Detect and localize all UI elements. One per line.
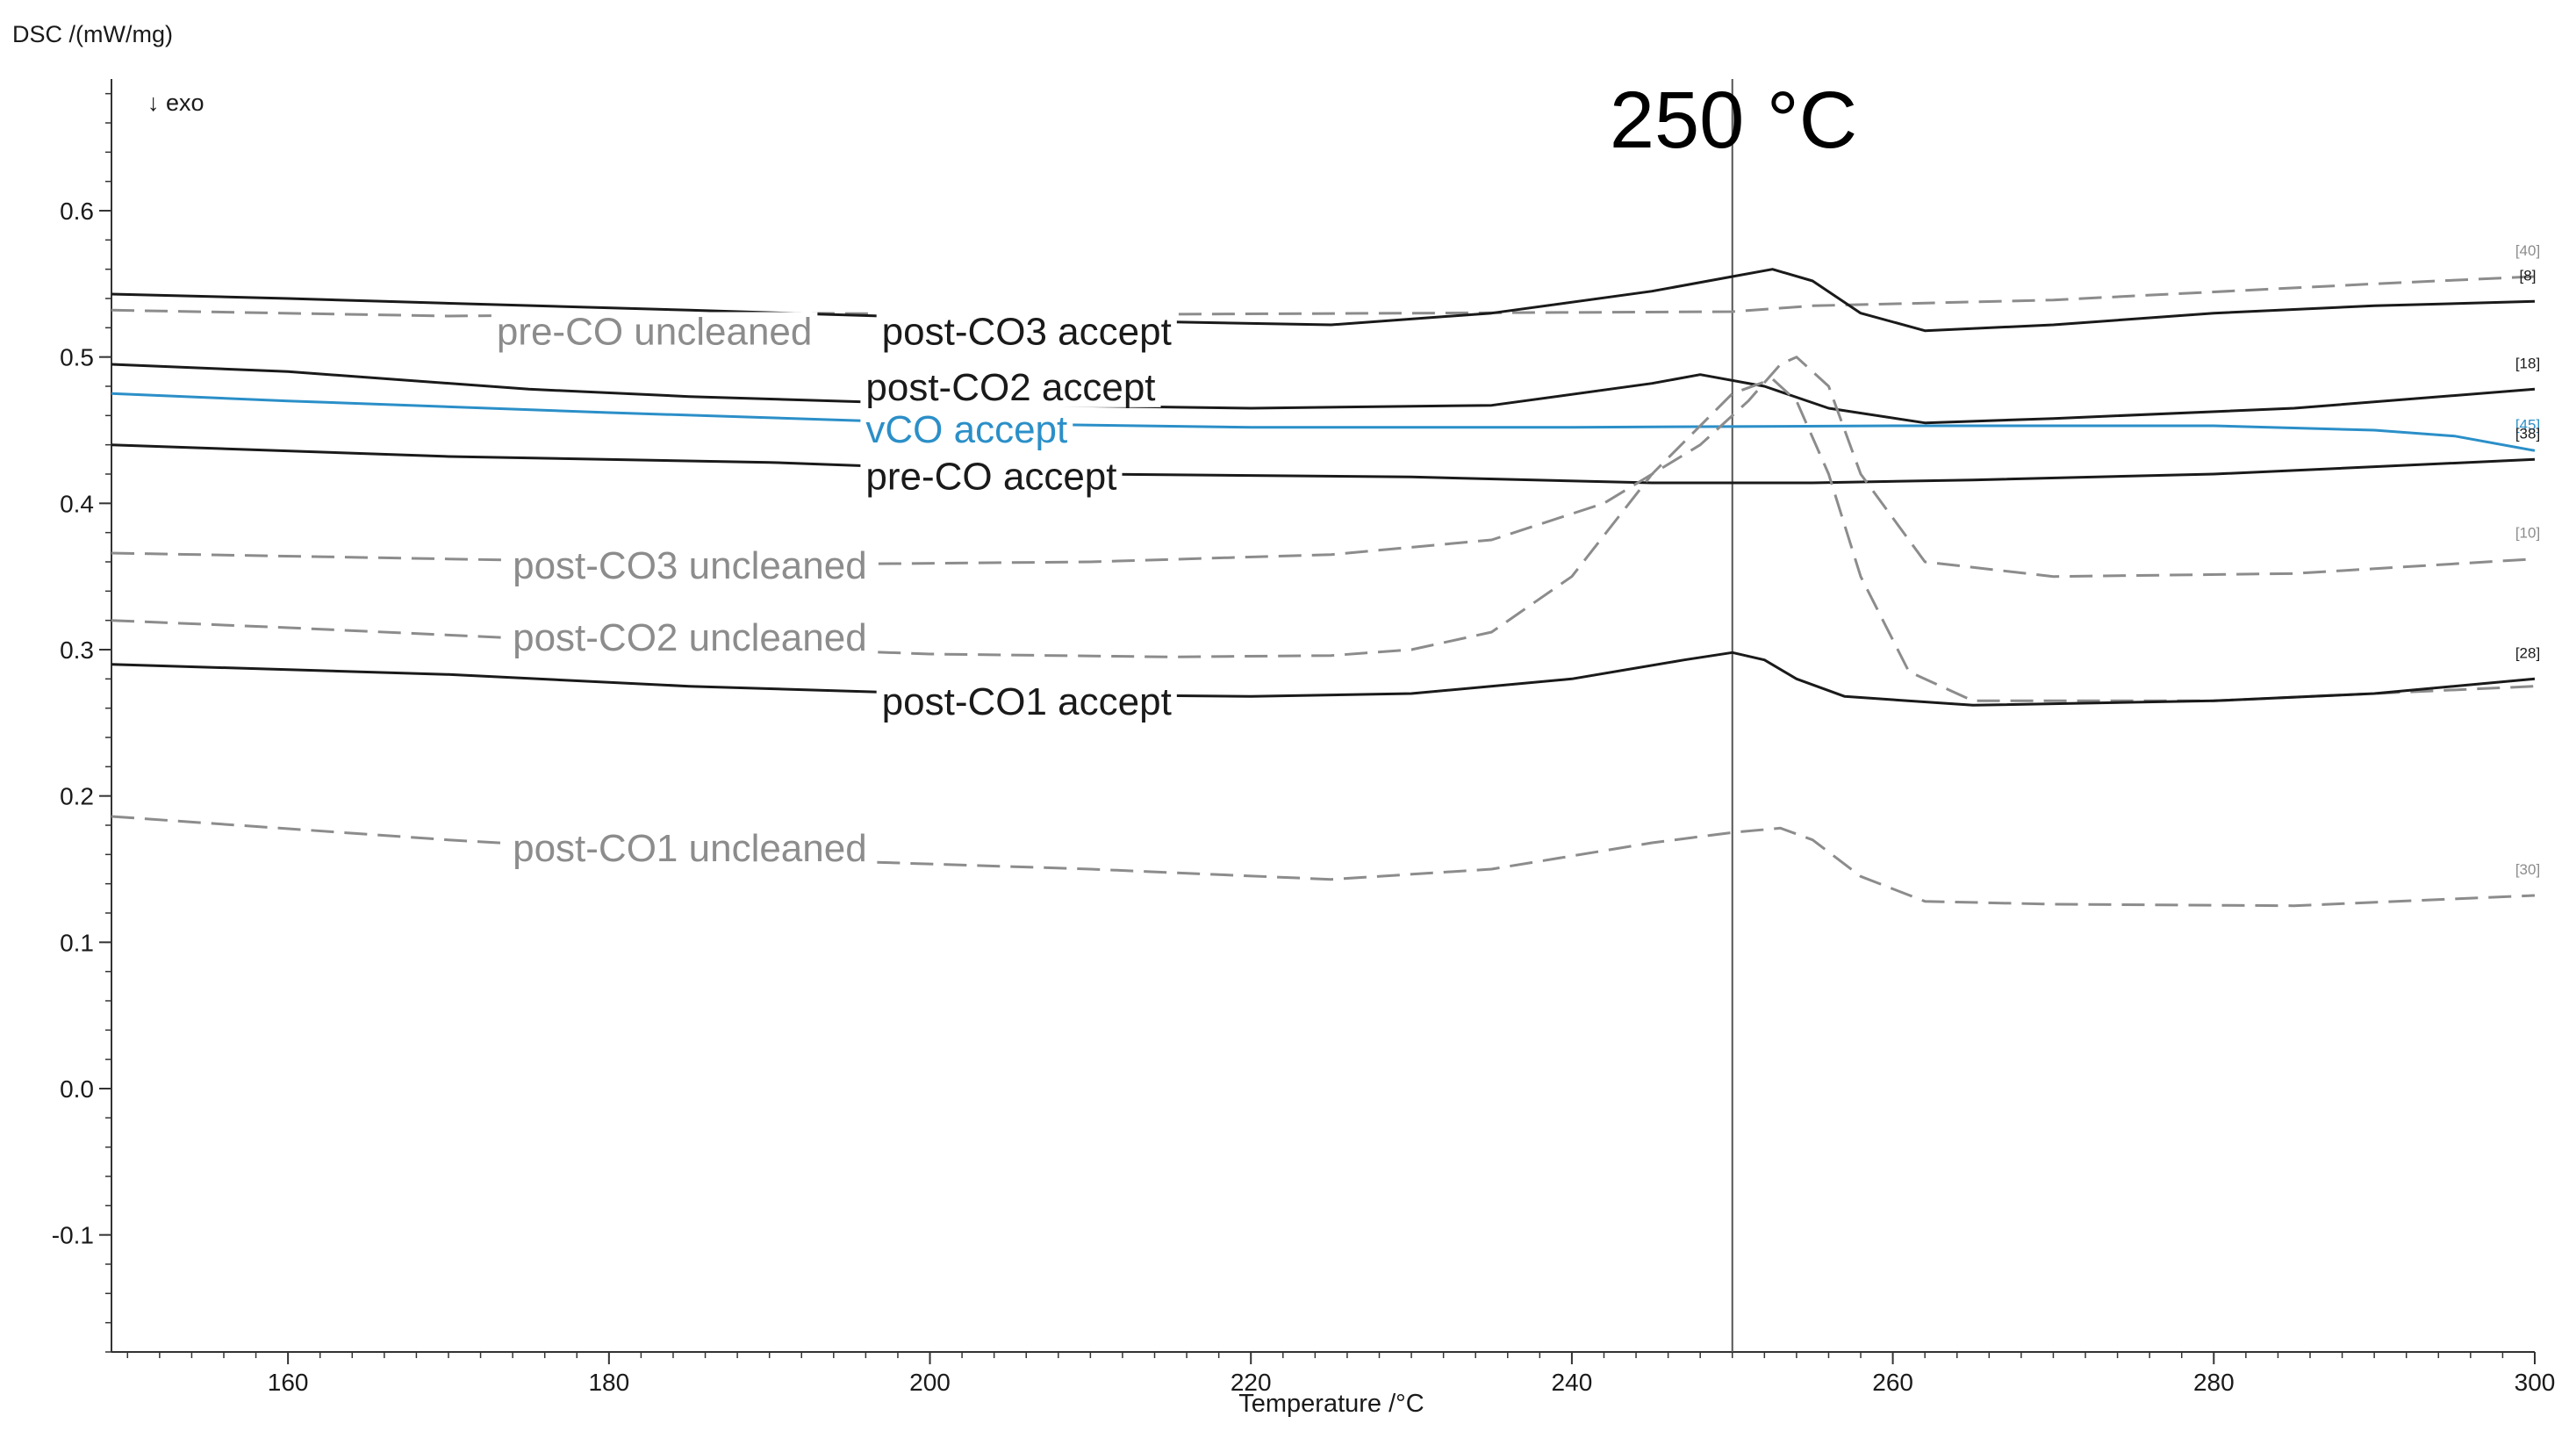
end-tag-post-co1-uncleaned: [30] xyxy=(2515,861,2540,878)
series-label-post-co3-accept: post-CO3 accept xyxy=(882,311,1172,354)
y-tick-label: 0.6 xyxy=(60,198,94,225)
x-tick-label: 260 xyxy=(1872,1369,1913,1396)
exo-direction-label: ↓ exo xyxy=(147,90,205,116)
x-tick-label: 160 xyxy=(268,1369,309,1396)
series-label-vco-accept: vCO accept xyxy=(865,408,1067,451)
y-tick-label: 0.3 xyxy=(60,636,94,664)
x-tick-label: 200 xyxy=(909,1369,951,1396)
series-labels: [40] pre-CO uncleaned [8] post-CO3 accept [1… xyxy=(491,242,2540,878)
end-tag-post-co3-accept: [8] xyxy=(2520,267,2537,284)
x-tick-label: 280 xyxy=(2193,1369,2235,1396)
series-line-pre-co-uncleaned xyxy=(111,275,2536,318)
series-label-pre-co-accept: pre-CO accept xyxy=(865,456,1116,499)
end-tag-post-co3-uncleaned: [10] xyxy=(2515,525,2540,542)
y-tick-label: 0.4 xyxy=(60,490,94,517)
y-tick-label: 0.5 xyxy=(60,344,94,371)
y-tick-label: 0.2 xyxy=(60,783,94,810)
y-tick-label: -0.1 xyxy=(52,1222,94,1249)
series-line-pre-co-accept xyxy=(111,443,2536,485)
series-label-bg-post-co3-accept xyxy=(876,312,1177,352)
series-line-post-co1-uncleaned xyxy=(111,815,2536,908)
series-line-post-co3-uncleaned xyxy=(111,356,2536,579)
series-label-bg-post-co2-accept xyxy=(860,367,1161,407)
x-tick-label: 220 xyxy=(1231,1369,1272,1396)
x-tick-label: 300 xyxy=(2515,1369,2556,1396)
axes: 160 180 200 220 240 260 280 300 -0.1 0.0 0.1 0.2 0.3… xyxy=(52,79,2556,1396)
end-tag-pre-co-accept: [38] xyxy=(2515,425,2540,442)
x-tick-label: 240 xyxy=(1552,1369,1593,1396)
series-label-bg-post-co1-accept xyxy=(876,682,1177,723)
series-label-bg-vco-accept xyxy=(860,410,1073,450)
series-label-post-co2-accept: post-CO2 accept xyxy=(865,366,1155,409)
series-group xyxy=(111,268,2536,908)
series-label-bg-post-co2-uncleaned xyxy=(507,617,872,658)
y-axis-label: DSC /(mW/mg) xyxy=(12,21,173,47)
y-tick-label: 0.0 xyxy=(60,1075,94,1103)
end-tag-post-co1-accept: [28] xyxy=(2515,644,2540,661)
end-tag-vco-accept: [45] xyxy=(2515,416,2540,433)
series-line-post-co2-accept xyxy=(111,363,2536,425)
series-label-bg-post-co1-uncleaned xyxy=(507,828,872,868)
marker-label: 250 °C xyxy=(1610,75,1857,165)
series-label-bg-pre-co-uncleaned xyxy=(491,312,818,352)
series-label-pre-co-uncleaned: pre-CO uncleaned xyxy=(497,311,813,354)
series-line-post-co3-accept xyxy=(111,268,2536,333)
y-tick-label: 0.1 xyxy=(60,929,94,956)
series-label-post-co2-uncleaned: post-CO2 uncleaned xyxy=(513,616,867,659)
x-tick-label: 180 xyxy=(588,1369,629,1396)
series-line-post-co2-uncleaned xyxy=(111,377,2536,702)
end-tag-pre-co-uncleaned: [40] xyxy=(2515,242,2540,259)
series-line-post-co1-accept xyxy=(111,651,2536,707)
series-label-bg-post-co3-uncleaned xyxy=(507,546,872,586)
series-label-post-co1-uncleaned: post-CO1 uncleaned xyxy=(513,827,867,870)
series-label-bg-pre-co-accept xyxy=(860,457,1123,497)
end-tag-post-co2-accept: [18] xyxy=(2515,355,2540,371)
series-line-vco-accept xyxy=(111,392,2536,452)
series-label-post-co1-accept: post-CO1 accept xyxy=(882,680,1172,723)
series-label-post-co3-uncleaned: post-CO3 uncleaned xyxy=(513,544,867,587)
x-axis-label: Temperature /°C xyxy=(1238,1390,1424,1418)
